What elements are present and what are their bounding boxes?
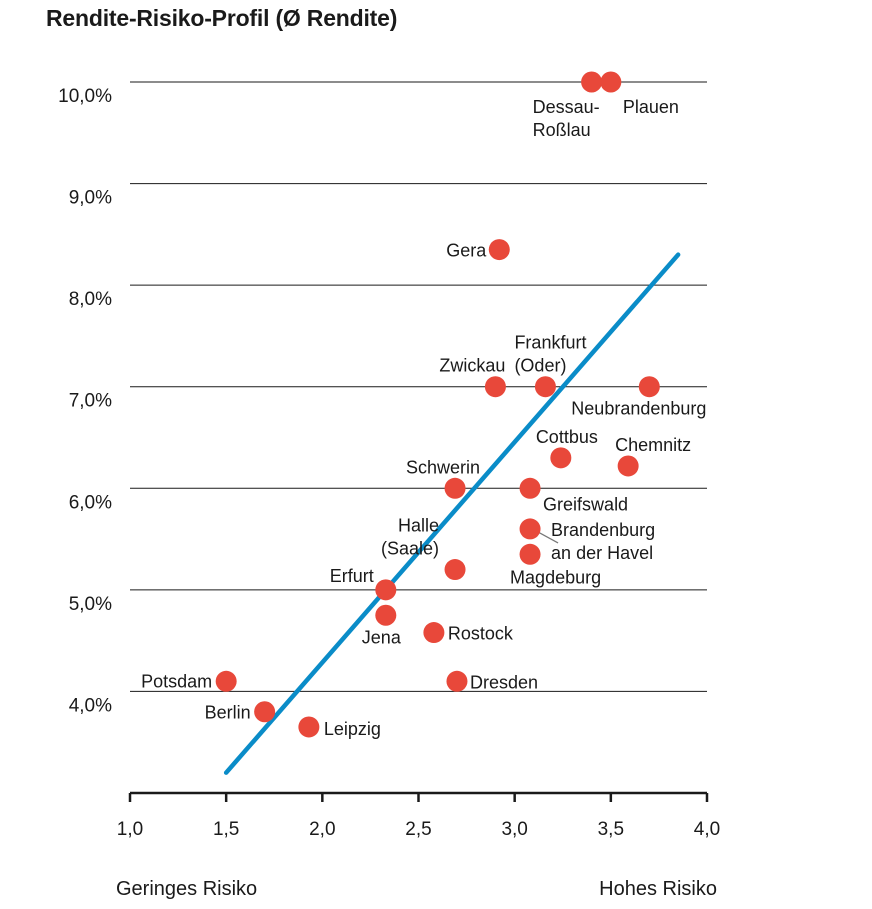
point-label: Cottbus	[536, 427, 598, 447]
y-tick-label: 10,0%	[58, 86, 112, 107]
y-tick-label: 9,0%	[69, 188, 112, 209]
chart-title: Rendite-Risiko-Profil (Ø Rendite)	[46, 5, 398, 31]
data-point	[298, 716, 320, 738]
point-label: Zwickau	[439, 356, 505, 376]
point-label: Dresden	[470, 672, 538, 692]
point-label: Dessau-Roßlau	[533, 97, 600, 140]
trend-line	[223, 252, 681, 775]
x-tick-label: 1,5	[213, 819, 239, 840]
data-point	[484, 376, 506, 398]
x-axis-label-low-risk: Geringes Risiko	[116, 878, 258, 900]
point-label: Greifswald	[543, 494, 628, 514]
data-point	[617, 455, 639, 477]
x-tick-label: 4,0	[694, 819, 720, 840]
data-point	[423, 622, 445, 644]
point-label: Berlin	[205, 703, 251, 723]
data-point	[375, 604, 397, 626]
y-tick-label: 8,0%	[69, 289, 112, 310]
data-point	[215, 670, 237, 692]
point-label: Chemnitz	[615, 435, 691, 455]
x-tick-label: 2,0	[309, 819, 335, 840]
point-label: Gera	[446, 241, 487, 261]
point-label: Brandenburg an der Havel	[551, 520, 655, 563]
y-tick-label: 7,0%	[69, 391, 112, 412]
point-label: Potsdam	[141, 671, 212, 691]
data-point	[444, 559, 466, 581]
point-label: Leipzig	[324, 719, 381, 739]
y-tick-label: 4,0%	[69, 695, 112, 716]
point-label: Erfurt	[330, 566, 374, 586]
data-point	[534, 376, 556, 398]
data-point	[638, 376, 660, 398]
x-tick-label: 1,0	[117, 819, 143, 840]
x-axis-label-high-risk: Hohes Risiko	[599, 878, 717, 900]
point-label: Frankfurt (Oder)	[514, 333, 586, 376]
point-label: Rostock	[448, 624, 514, 644]
data-point	[488, 239, 510, 261]
data-point	[519, 477, 541, 499]
point-label: Magdeburg	[510, 567, 601, 587]
y-tick-label: 6,0%	[69, 492, 112, 513]
point-label: Neubrandenburg	[571, 399, 706, 419]
x-tick-label: 3,5	[598, 819, 624, 840]
data-point	[600, 71, 622, 93]
point-label: Schwerin	[406, 457, 480, 477]
data-point	[446, 670, 468, 692]
point-label: Plauen	[623, 97, 679, 117]
data-point	[550, 447, 572, 469]
x-tick-label: 2,5	[405, 819, 431, 840]
data-point	[444, 477, 466, 499]
data-point	[375, 579, 397, 601]
data-point	[519, 518, 541, 540]
data-point	[581, 71, 603, 93]
point-label: Halle (Saale)	[381, 516, 439, 559]
data-point	[519, 543, 541, 565]
point-label: Jena	[362, 627, 402, 647]
data-point	[254, 701, 276, 723]
y-tick-label: 5,0%	[69, 594, 112, 615]
x-tick-label: 3,0	[501, 819, 527, 840]
